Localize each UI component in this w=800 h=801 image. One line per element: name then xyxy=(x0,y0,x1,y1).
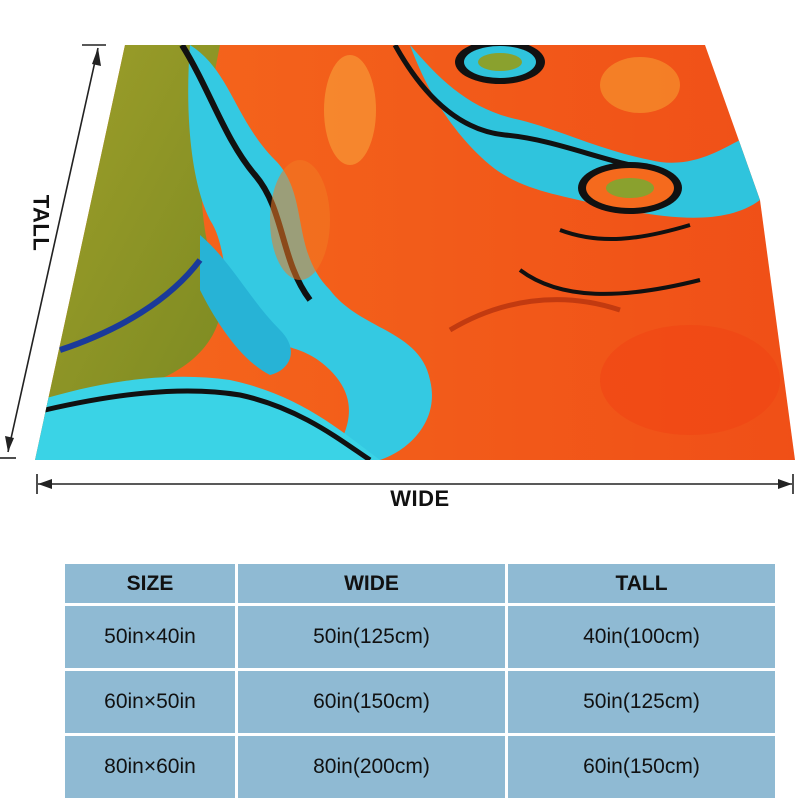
table-row: 60in×50in 60in(150cm) 50in(125cm) xyxy=(65,671,775,733)
size-table: SIZE WIDE TALL 50in×40in 50in(125cm) 40i… xyxy=(62,561,778,801)
wide-label: WIDE xyxy=(390,486,450,511)
table-header-row: SIZE WIDE TALL xyxy=(65,564,775,603)
header-size: SIZE xyxy=(65,564,235,603)
tall-dimension-arrow xyxy=(0,44,106,459)
cell-wide: 50in(125cm) xyxy=(238,606,505,668)
cell-tall: 60in(150cm) xyxy=(508,736,775,798)
cell-size: 80in×60in xyxy=(65,736,235,798)
cell-wide: 80in(200cm) xyxy=(238,736,505,798)
wide-dimension-arrow xyxy=(36,474,794,494)
table-row: 50in×40in 50in(125cm) 40in(100cm) xyxy=(65,606,775,668)
cell-size: 50in×40in xyxy=(65,606,235,668)
blanket-pattern xyxy=(35,45,795,460)
header-wide: WIDE xyxy=(238,564,505,603)
cell-size: 60in×50in xyxy=(65,671,235,733)
table-row: 80in×60in 80in(200cm) 60in(150cm) xyxy=(65,736,775,798)
cell-wide: 60in(150cm) xyxy=(238,671,505,733)
tall-label: TALL xyxy=(28,194,54,252)
header-tall: TALL xyxy=(508,564,775,603)
cell-tall: 50in(125cm) xyxy=(508,671,775,733)
blanket-illustration xyxy=(0,44,795,494)
cell-tall: 40in(100cm) xyxy=(508,606,775,668)
